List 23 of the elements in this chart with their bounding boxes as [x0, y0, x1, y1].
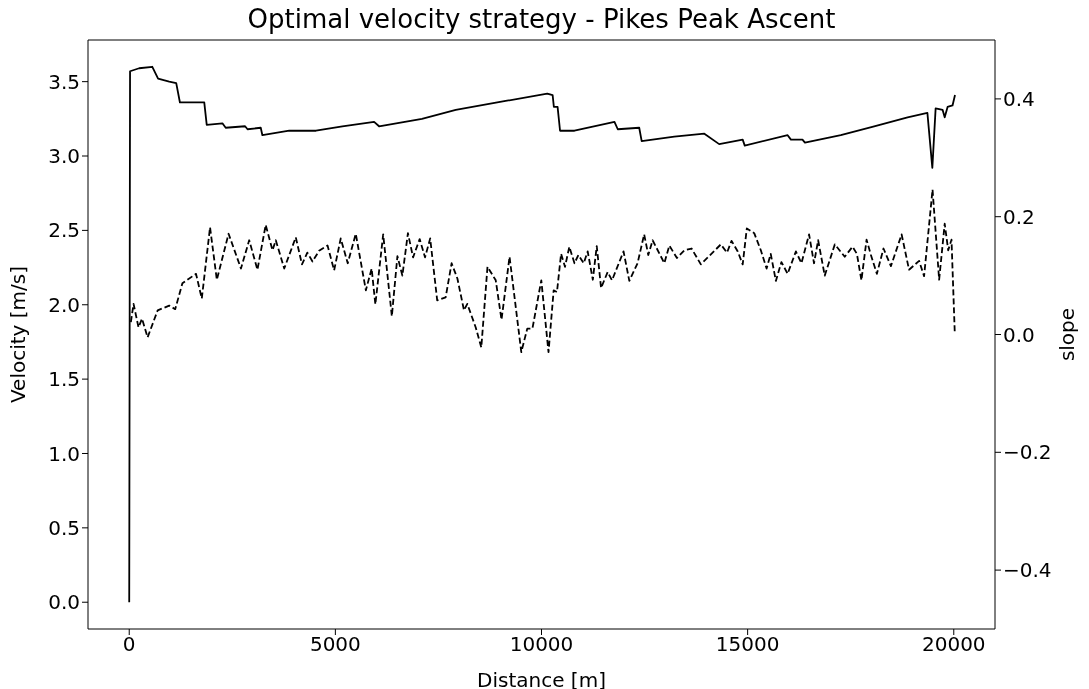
- y-tick-label: 2.0: [48, 292, 80, 317]
- x-axis-title: Distance [m]: [477, 668, 606, 689]
- x-tick-label: 5000: [309, 632, 361, 657]
- y-tick-label: 0.5: [48, 515, 80, 540]
- y-tick-label: 0.0: [48, 590, 80, 615]
- y2-tick-label: 0.2: [1003, 204, 1035, 229]
- y2-tick-label: 0.0: [1003, 322, 1035, 347]
- x-tick-label: 0: [122, 632, 136, 657]
- x-tick-label: 15000: [715, 632, 780, 657]
- y-tick-label: 3.0: [48, 144, 80, 169]
- y-axis-title: Velocity [m/s]: [6, 265, 31, 404]
- y-tick-label: 1.0: [48, 441, 80, 466]
- y-tick-label: 3.5: [48, 69, 80, 94]
- y-tick-label: 2.5: [48, 218, 80, 243]
- x-tick-label: 20000: [921, 632, 986, 657]
- x-tick-label: 10000: [509, 632, 574, 657]
- y2-tick-label: −0.2: [1003, 440, 1052, 465]
- y-tick-label: 1.5: [48, 367, 80, 392]
- line-series: [128, 65, 956, 604]
- y2-tick-label: −0.4: [1003, 558, 1052, 583]
- y2-axis-title: slope: [1055, 307, 1080, 362]
- y2-tick-label: 0.4: [1003, 87, 1035, 111]
- chart-title: Optimal velocity strategy - Pikes Peak Ascent: [246, 4, 837, 34]
